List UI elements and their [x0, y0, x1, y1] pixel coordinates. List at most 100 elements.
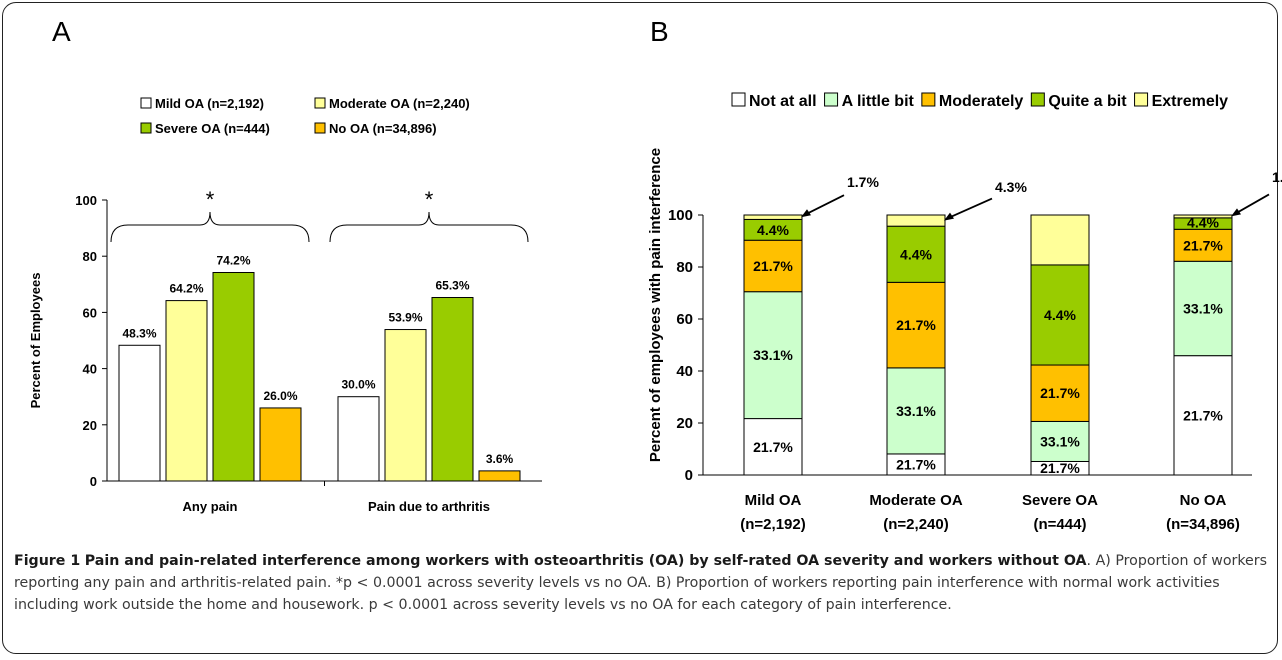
caption-text: . A) Proportion of workers reporting any… — [14, 553, 1267, 613]
y-tick-label-a: 60 — [83, 305, 97, 320]
segment-label-b: 21.7% — [1183, 237, 1223, 253]
y-axis-label-b: Percent of employees with pain interfere… — [647, 148, 664, 462]
chart-b: Not at all A little bit Moderately Quite a … — [647, 92, 1282, 533]
x-category-label-b: Moderate OA — [869, 492, 963, 509]
segment-label-b: 21.7% — [1040, 385, 1080, 401]
y-tick-label-b: 40 — [676, 363, 693, 380]
legend-swatch-a-3 — [314, 122, 326, 134]
stack-segment-b — [1030, 364, 1090, 422]
stack-segment-b — [1030, 214, 1090, 266]
callout-line-b — [946, 197, 993, 220]
x-category-label-b: Mild OA — [745, 492, 802, 509]
callout-line-b — [1233, 193, 1270, 216]
legend-label-a-1: Moderate OA (n=2,240) — [329, 96, 470, 111]
panel-label-b: B — [650, 16, 669, 47]
significance-star-a: * — [425, 187, 434, 212]
legend-label-a-3: No OA (n=34,896) — [329, 121, 437, 136]
y-tick-label-a: 20 — [83, 418, 97, 433]
callout-arrow-b — [1231, 208, 1241, 217]
legend-swatch-b-1 — [824, 92, 839, 107]
chart-a: Mild OA (n=2,192) Moderate OA (n=2,240) Se… — [28, 96, 542, 514]
segment-label-b: 21.7% — [896, 317, 936, 333]
caption-title: Pain and pain-related interference among… — [84, 553, 1087, 569]
bar-label-a: 3.6% — [486, 452, 514, 466]
segment-label-b: 21.7% — [1183, 407, 1223, 423]
bar-a — [118, 344, 161, 482]
bar-a — [478, 470, 521, 482]
callout-label-b: 1.7% — [847, 174, 879, 190]
segment-label-b: 33.1% — [896, 403, 936, 419]
stack-segment-b — [1030, 264, 1090, 366]
segment-label-b: 4.4% — [1187, 214, 1219, 230]
x-category-sublabel-b: (n=2,192) — [740, 516, 805, 533]
segment-label-b: 21.7% — [753, 258, 793, 274]
stack-segment-b — [743, 291, 803, 420]
bar-a — [259, 407, 302, 482]
y-tick-label-a: 0 — [90, 474, 97, 489]
bar-a — [165, 300, 208, 482]
segment-label-b: 4.4% — [1044, 307, 1076, 323]
y-tick-label-a: 40 — [83, 362, 97, 377]
legend-swatch-a-2 — [140, 122, 152, 134]
x-category-label-b: Severe OA — [1022, 492, 1098, 509]
segment-label-b: 21.7% — [1040, 460, 1080, 476]
x-category-label-b: No OA — [1180, 492, 1227, 509]
segment-label-b: 4.4% — [757, 222, 789, 238]
x-category-sublabel-b: (n=2,240) — [883, 516, 948, 533]
x-category-label-a: Any pain — [183, 499, 238, 514]
legend-swatch-b-4 — [1134, 92, 1149, 107]
figure-canvas: A B Mild OA (n=2,192) Moderate OA (n=2,24… — [28, 16, 1282, 533]
y-tick-label-b: 80 — [676, 259, 693, 276]
bar-label-a: 26.0% — [263, 389, 297, 403]
legend-swatch-a-1 — [314, 97, 326, 109]
stack-segment-b — [1173, 228, 1233, 262]
stack-segment-b — [743, 214, 803, 220]
bar-a — [337, 396, 380, 482]
bar-a — [431, 297, 474, 482]
y-tick-label-a: 80 — [83, 249, 97, 264]
legend-label-b-2: Moderately — [939, 93, 1024, 110]
legend-label-b-0: Not at all — [749, 93, 817, 110]
callout-arrow-b — [801, 209, 811, 218]
stack-segment-b — [1173, 355, 1233, 476]
stack-segment-b — [1173, 214, 1233, 219]
legend-label-a-0: Mild OA (n=2,192) — [155, 96, 264, 111]
significance-brace-a — [329, 211, 529, 243]
y-tick-label-b: 100 — [668, 207, 693, 224]
bar-label-a: 53.9% — [388, 311, 422, 325]
stack-segment-b — [743, 418, 803, 476]
legend-label-a-2: Severe OA (n=444) — [155, 121, 270, 136]
stack-segment-b — [886, 225, 946, 283]
callout-arrow-b — [944, 212, 954, 221]
legend-swatch-b-2 — [921, 92, 936, 107]
bar-label-a: 30.0% — [341, 378, 375, 392]
stack-segment-b — [886, 281, 946, 369]
legend-swatch-a-0 — [140, 97, 152, 109]
x-category-label-a: Pain due to arthritis — [368, 499, 490, 514]
y-axis-label-a: Percent of Employees — [28, 273, 43, 409]
stack-segment-b — [743, 239, 803, 293]
callout-line-b — [803, 194, 845, 217]
segment-label-b: 21.7% — [753, 439, 793, 455]
y-tick-label-b: 0 — [685, 467, 693, 484]
figure-caption: Figure 1 Pain and pain-related interfere… — [14, 550, 1268, 616]
x-category-sublabel-b: (n=444) — [1034, 516, 1087, 533]
stack-segment-b — [1173, 260, 1233, 357]
legend-label-b-1: A little bit — [842, 93, 915, 110]
y-tick-label-a: 100 — [75, 193, 97, 208]
stack-segment-b — [886, 214, 946, 227]
callout-label-b: 4.3% — [995, 179, 1027, 195]
bar-label-a: 65.3% — [435, 279, 469, 293]
caption-figure-label: Figure 1 — [14, 553, 81, 569]
segment-label-b: 33.1% — [1183, 300, 1223, 316]
segment-label-b: 4.4% — [900, 246, 932, 262]
significance-brace-a — [110, 211, 310, 243]
bar-a — [212, 271, 255, 482]
legend-label-b-4: Extremely — [1152, 93, 1229, 110]
panel-label-a: A — [52, 16, 71, 47]
bar-label-a: 48.3% — [122, 326, 156, 340]
legend-label-b-3: Quite a bit — [1048, 93, 1127, 110]
stack-segment-b — [886, 367, 946, 455]
bar-label-a: 74.2% — [216, 253, 250, 267]
segment-label-b: 33.1% — [753, 347, 793, 363]
